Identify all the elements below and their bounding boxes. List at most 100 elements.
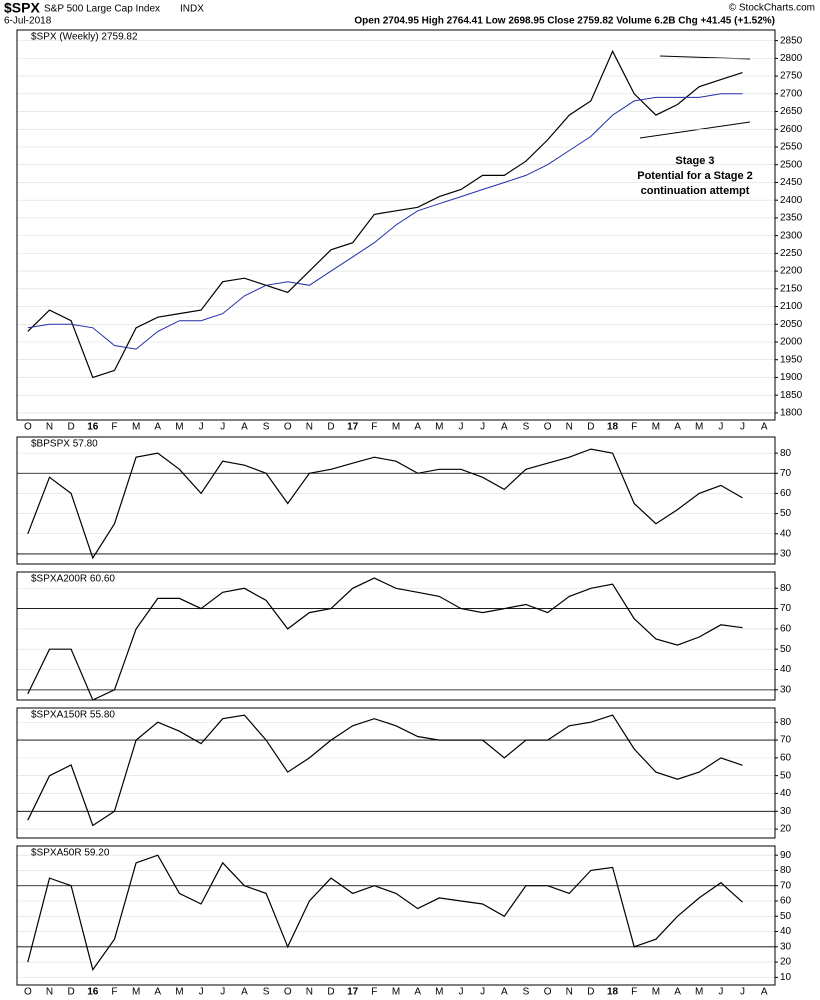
trend-line: [639, 121, 751, 139]
x-tick-label: A: [414, 422, 421, 433]
y-tick-label: 2250: [780, 248, 803, 259]
y-tick-label: 50: [780, 911, 792, 922]
panel-frame: [16, 571, 776, 701]
x-tick-label: J: [718, 422, 723, 433]
legend-label: $SPX (Weekly) 2759.82: [31, 32, 138, 43]
x-tick-label: O: [284, 422, 292, 433]
date: 6-Jul-2018: [4, 16, 52, 27]
x-tick-label: A: [241, 987, 248, 998]
y-tick-label: 2700: [780, 88, 803, 99]
panel-frame: [16, 845, 776, 986]
series-line: [27, 714, 743, 827]
x-tick-label: M: [175, 422, 183, 433]
y-tick-label: 40: [780, 788, 792, 799]
y-tick-label: 1800: [780, 408, 803, 419]
x-tick-label: M: [695, 987, 703, 998]
series-line: [27, 854, 743, 972]
x-tick-label: D: [327, 422, 334, 433]
x-tick-label: M: [652, 987, 660, 998]
x-tick-label: A: [761, 987, 768, 998]
quote: Open 2704.95 High 2764.41 Low 2698.95 Cl…: [354, 16, 775, 27]
x-tick-label: N: [306, 987, 313, 998]
x-tick-label: N: [46, 422, 53, 433]
y-tick-label: 2400: [780, 195, 803, 206]
x-tick-label: M: [652, 422, 660, 433]
panel-frame: [16, 29, 776, 421]
annotation: Potential for a Stage 2: [637, 170, 753, 182]
y-tick-label: 30: [780, 549, 792, 560]
legend-label: $SPXA50R 59.20: [31, 848, 110, 859]
x-tick-label: M: [132, 422, 140, 433]
symbol: $SPX: [4, 0, 40, 16]
source: © StockCharts.com: [729, 3, 815, 14]
x-tick-label: J: [220, 422, 225, 433]
y-tick-label: 50: [780, 508, 792, 519]
y-tick-label: 2050: [780, 319, 803, 330]
y-tick-label: 40: [780, 528, 792, 539]
annotation: Stage 3: [675, 155, 714, 167]
y-tick-label: 30: [780, 806, 792, 817]
x-tick-label: A: [501, 987, 508, 998]
x-tick-label: N: [566, 987, 573, 998]
x-tick-label: S: [523, 987, 530, 998]
y-tick-label: 2850: [780, 35, 803, 46]
x-tick-label: O: [544, 422, 552, 433]
y-tick-label: 70: [780, 603, 792, 614]
x-tick-label: J: [220, 987, 225, 998]
y-tick-label: 90: [780, 850, 792, 861]
y-tick-label: 30: [780, 941, 792, 952]
x-tick-label: M: [392, 987, 400, 998]
y-tick-label: 20: [780, 957, 792, 968]
x-tick-label: A: [154, 422, 161, 433]
x-tick-label: N: [306, 422, 313, 433]
x-tick-label: J: [199, 987, 204, 998]
panel-frame: [16, 707, 776, 839]
y-tick-label: 2600: [780, 124, 803, 135]
x-tick-label: J: [458, 987, 463, 998]
x-tick-label: O: [24, 987, 32, 998]
x-tick-label: M: [392, 422, 400, 433]
y-tick-label: 2100: [780, 301, 803, 312]
y-tick-label: 80: [780, 448, 792, 459]
y-tick-label: 2350: [780, 213, 803, 224]
x-tick-label: J: [740, 422, 745, 433]
y-tick-label: 70: [780, 735, 792, 746]
x-tick-label: A: [674, 422, 681, 433]
y-tick-label: 2150: [780, 283, 803, 294]
y-tick-label: 40: [780, 664, 792, 675]
y-tick-label: 2750: [780, 71, 803, 82]
y-tick-label: 2500: [780, 159, 803, 170]
x-tick-label: A: [674, 987, 681, 998]
x-tick-label: 18: [607, 422, 619, 433]
x-tick-label: M: [132, 987, 140, 998]
x-tick-label: M: [175, 987, 183, 998]
x-tick-label: J: [718, 987, 723, 998]
x-tick-label: F: [371, 987, 377, 998]
y-tick-label: 60: [780, 488, 792, 499]
x-tick-label: F: [111, 987, 117, 998]
annotation: continuation attempt: [641, 185, 750, 197]
x-tick-label: 16: [87, 422, 99, 433]
y-tick-label: 70: [780, 468, 792, 479]
x-tick-label: A: [761, 422, 768, 433]
x-tick-label: D: [587, 422, 594, 433]
panel-frame: [16, 436, 776, 565]
y-tick-label: 50: [780, 644, 792, 655]
legend-label: $SPXA200R 60.60: [31, 574, 115, 585]
y-tick-label: 2200: [780, 266, 803, 277]
x-tick-label: M: [435, 422, 443, 433]
x-tick-label: S: [263, 422, 270, 433]
x-tick-label: A: [241, 422, 248, 433]
x-tick-label: D: [68, 422, 75, 433]
x-tick-label: M: [695, 422, 703, 433]
y-tick-label: 2550: [780, 142, 803, 153]
y-tick-label: 1850: [780, 390, 803, 401]
y-tick-label: 2300: [780, 230, 803, 241]
series-line: [27, 49, 743, 379]
x-tick-label: J: [458, 422, 463, 433]
y-tick-label: 1950: [780, 354, 803, 365]
y-tick-label: 10: [780, 972, 792, 983]
y-tick-label: 80: [780, 865, 792, 876]
legend-label: $SPXA150R 55.80: [31, 710, 115, 721]
